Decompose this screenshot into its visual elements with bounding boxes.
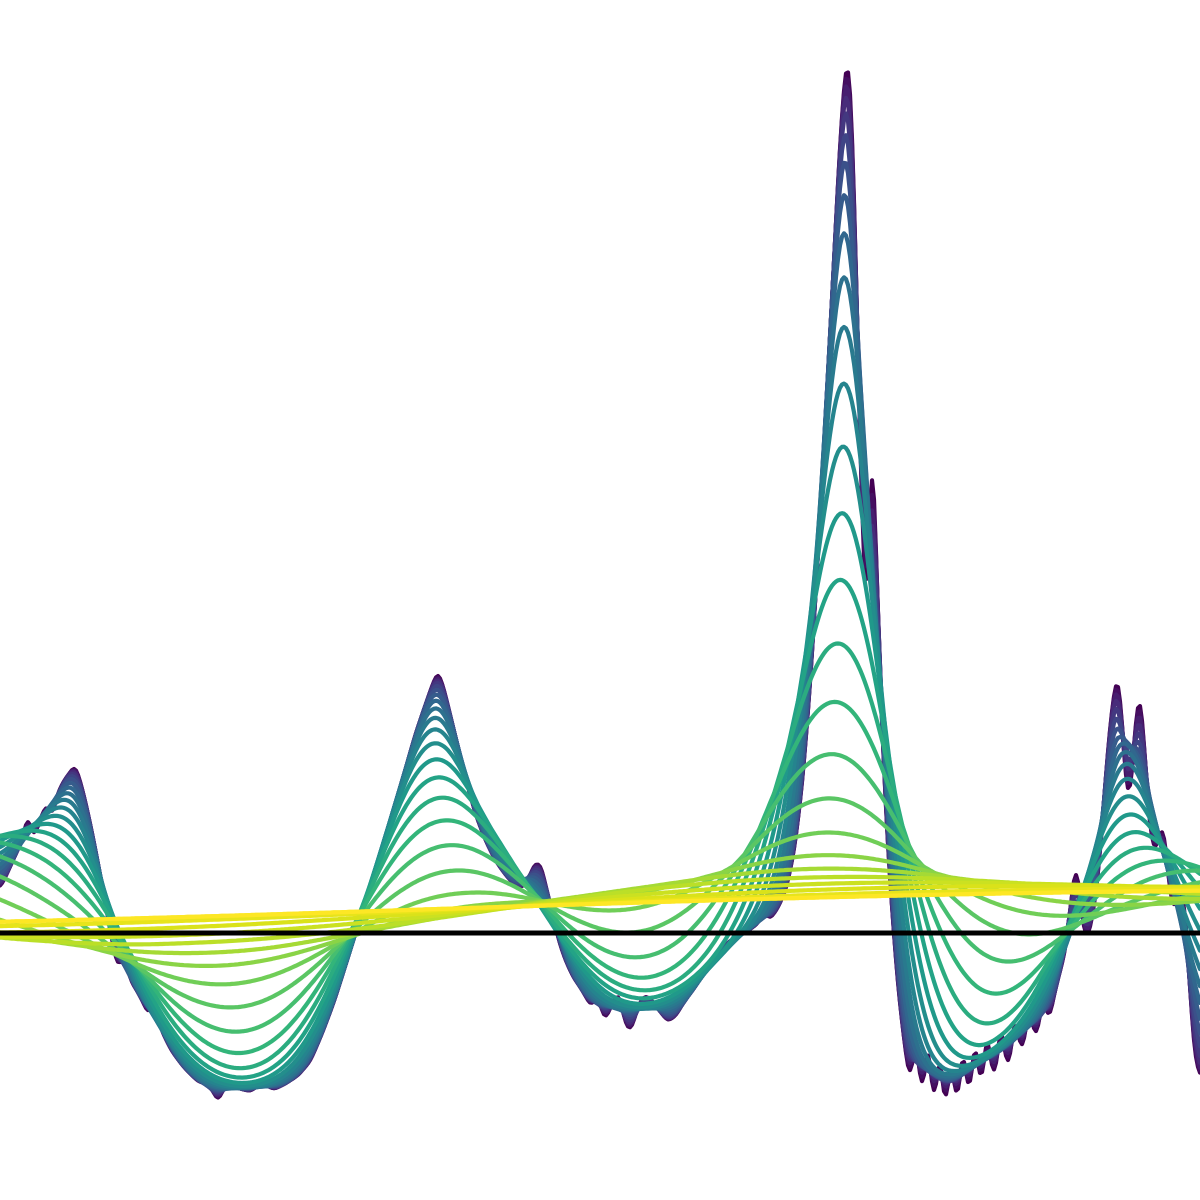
curve-fan-group — [0, 70, 1200, 1100]
smoothed-curve-level-16 — [0, 699, 1200, 1056]
smoothed-curve-level-18 — [0, 796, 1200, 1010]
smoothed-curve-level-27 — [0, 888, 1200, 924]
smoothed-curve-level-15 — [0, 641, 1200, 1071]
smoothed-curve-level-14 — [0, 577, 1200, 1080]
smoothed-curve-level-19 — [0, 830, 1200, 987]
smoothed-curve-level-13 — [0, 511, 1200, 1086]
smoothed-curve-level-12 — [0, 444, 1200, 1088]
smoothed-curve-level-17 — [0, 752, 1200, 1034]
smoothed-curve-level-7 — [0, 193, 1200, 1092]
